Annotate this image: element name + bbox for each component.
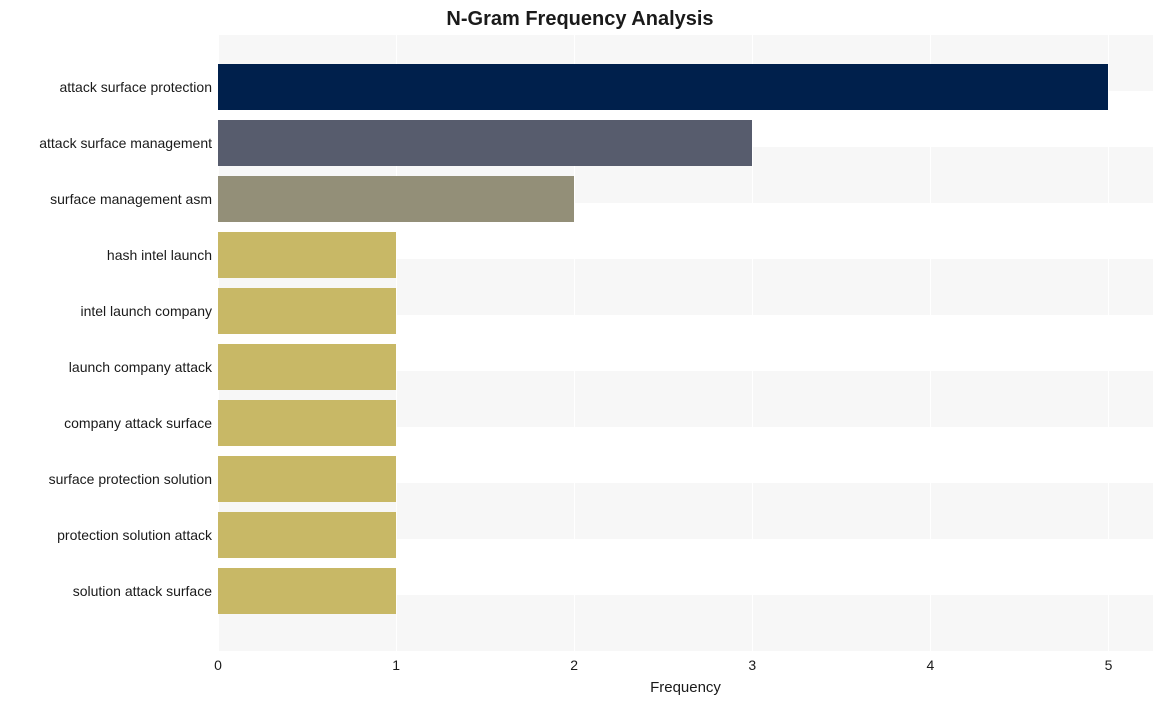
bar	[218, 232, 396, 278]
plot-area: Frequency 012345attack surface protectio…	[218, 35, 1153, 651]
bar	[218, 288, 396, 334]
y-tick-label: surface management asm	[50, 191, 218, 207]
y-tick-label: launch company attack	[69, 359, 218, 375]
y-tick-label: solution attack surface	[73, 583, 218, 599]
x-gridline	[1108, 35, 1109, 651]
bar	[218, 568, 396, 614]
bar	[218, 344, 396, 390]
y-tick-label: intel launch company	[80, 303, 218, 319]
y-tick-label: protection solution attack	[57, 527, 218, 543]
x-tick-label: 2	[570, 651, 578, 673]
bar	[218, 512, 396, 558]
y-tick-label: hash intel launch	[107, 247, 218, 263]
x-tick-label: 3	[748, 651, 756, 673]
y-tick-label: attack surface protection	[59, 79, 218, 95]
x-tick-label: 0	[214, 651, 222, 673]
ngram-frequency-chart: N-Gram Frequency Analysis Frequency 0123…	[0, 0, 1160, 701]
bar	[218, 64, 1108, 110]
x-gridline	[752, 35, 753, 651]
bar	[218, 456, 396, 502]
y-tick-label: company attack surface	[64, 415, 218, 431]
x-tick-label: 5	[1105, 651, 1113, 673]
chart-title: N-Gram Frequency Analysis	[0, 8, 1160, 31]
x-tick-label: 4	[926, 651, 934, 673]
bar	[218, 176, 574, 222]
bar	[218, 120, 752, 166]
y-tick-label: attack surface management	[39, 135, 218, 151]
x-axis-title: Frequency	[218, 651, 1153, 696]
bar	[218, 400, 396, 446]
x-tick-label: 1	[392, 651, 400, 673]
y-tick-label: surface protection solution	[49, 471, 218, 487]
x-gridline	[930, 35, 931, 651]
